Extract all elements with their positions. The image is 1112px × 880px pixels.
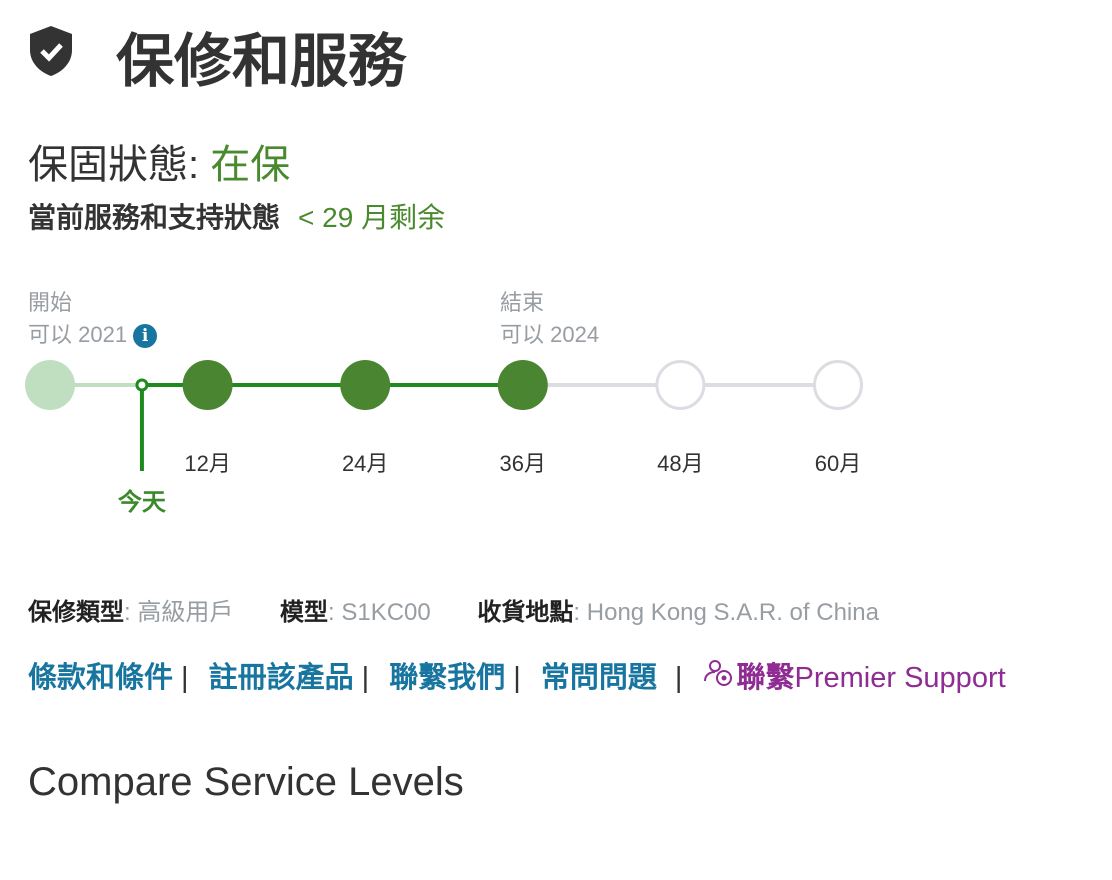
milestone-node bbox=[182, 360, 233, 410]
end-label: 結束 bbox=[500, 290, 545, 315]
milestone-label: 24月 bbox=[341, 451, 389, 476]
remaining-months: < 29 月剩余 bbox=[298, 202, 446, 233]
milestone-node bbox=[813, 360, 863, 410]
warranty-meta: 保修類型: 高級用戶 模型: S1KC00 收貨地點: Hong Kong S.… bbox=[28, 599, 879, 626]
milestone-node bbox=[497, 360, 548, 410]
service-status: 當前服務和支持狀態 < 29 月剩余 bbox=[28, 202, 446, 233]
warranty-timeline bbox=[25, 360, 863, 471]
milestone-node bbox=[340, 360, 391, 410]
milestone-label: 60月 bbox=[814, 451, 862, 476]
terms-link[interactable]: 條款和條件 bbox=[28, 662, 174, 694]
shield-check-icon bbox=[30, 26, 72, 76]
premier-support-link[interactable]: 聯繫Premier Support bbox=[703, 660, 1006, 694]
page-title: 保修和服務 bbox=[116, 29, 407, 94]
warranty-status-value: 在保 bbox=[210, 143, 291, 187]
contact-link[interactable]: 聯繫我們 bbox=[389, 662, 506, 694]
milestone-node bbox=[655, 360, 706, 410]
start-date: 可以 2021 bbox=[28, 322, 128, 347]
register-link[interactable]: 註冊該產品 bbox=[208, 662, 354, 694]
warranty-status: 保固狀態: 在保 bbox=[28, 143, 291, 187]
links-row: 條款和條件 | 註冊該產品 | 聯繫我們 | 常問問題 | 聯繫Premier Supp… bbox=[28, 654, 1006, 696]
model: S1KC00 bbox=[341, 599, 431, 626]
start-label: 開始 bbox=[28, 290, 73, 315]
compare-service-levels-heading: Compare Service Levels bbox=[28, 760, 464, 804]
info-icon[interactable]: i bbox=[133, 324, 158, 349]
milestone-label: 12月 bbox=[184, 451, 231, 476]
start-node bbox=[25, 360, 75, 410]
warranty-type: 高級用戶 bbox=[137, 599, 234, 626]
today-label: 今天 bbox=[117, 489, 166, 516]
end-date: 可以 2024 bbox=[500, 322, 600, 347]
today-marker bbox=[135, 378, 149, 392]
milestone-label: 36月 bbox=[499, 451, 547, 476]
milestone-label: 48月 bbox=[657, 451, 704, 476]
support-person-icon bbox=[703, 660, 732, 686]
faq-link[interactable]: 常問問題 bbox=[540, 662, 657, 694]
ship-location: Hong Kong S.A.R. of China bbox=[586, 599, 879, 626]
